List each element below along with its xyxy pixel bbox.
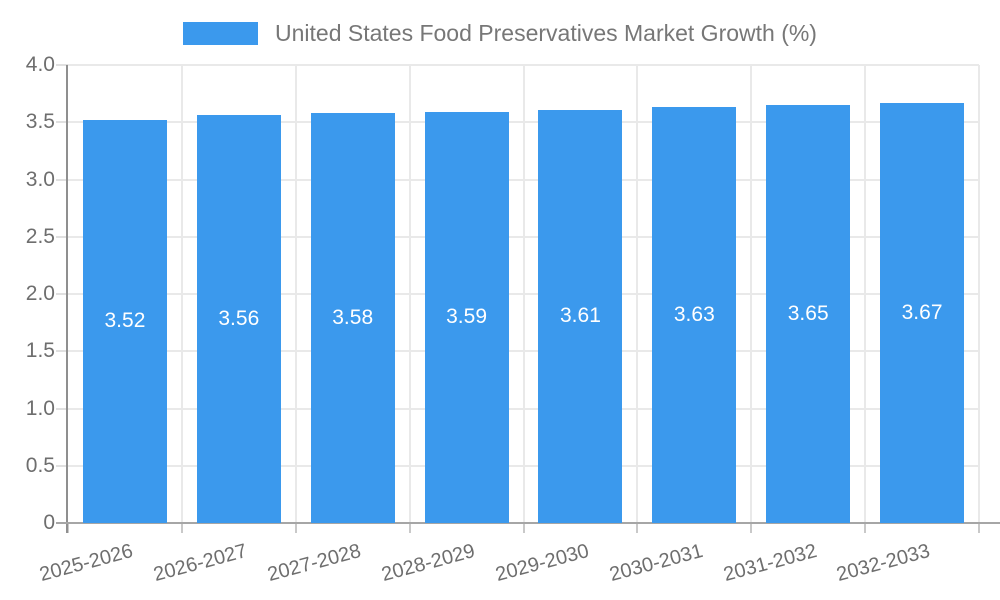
y-tick	[56, 121, 68, 124]
y-axis-label: 2.5	[25, 224, 55, 248]
bar[interactable]	[880, 102, 965, 523]
y-axis-label: 4.0	[25, 53, 55, 76]
x-axis-label: 2028-2029	[379, 540, 478, 587]
x-gridline	[522, 65, 525, 523]
x-tick	[67, 523, 69, 533]
x-gridline	[408, 65, 411, 523]
y-axis-label: 1.0	[25, 396, 55, 420]
bar-value-label: 3.58	[332, 306, 374, 330]
y-axis-label: 3.5	[25, 110, 55, 134]
legend-label: United States Food Preservatives Market …	[275, 20, 817, 46]
y-tick	[56, 235, 68, 238]
x-tick	[636, 523, 639, 533]
x-tick	[522, 523, 525, 533]
x-tick	[408, 523, 411, 533]
x-axis-label: 2029-2030	[493, 540, 592, 587]
y-tick	[56, 407, 68, 410]
x-axis-label: 2032-2033	[834, 540, 933, 587]
bar-value-label: 3.56	[218, 307, 260, 331]
x-gridline	[180, 65, 183, 523]
bar-value-label: 3.67	[901, 300, 943, 324]
y-axis-label: 0.5	[25, 453, 55, 477]
x-tick	[294, 523, 297, 533]
y-axis-label: 0	[43, 511, 55, 534]
y-axis-label: 2.0	[25, 282, 55, 305]
y-tick	[56, 178, 68, 181]
bar[interactable]	[310, 113, 395, 523]
x-axis-line	[56, 522, 1000, 524]
y-tick	[56, 64, 68, 66]
y-axis-line	[66, 65, 68, 533]
bar[interactable]	[652, 107, 737, 523]
x-gridline	[636, 65, 639, 523]
y-tick	[56, 350, 68, 353]
x-axis-label: 2027-2028	[265, 540, 364, 587]
x-gridline	[864, 65, 867, 523]
bar[interactable]	[766, 105, 851, 523]
x-gridline	[294, 65, 297, 523]
bar-value-label: 3.59	[446, 305, 487, 329]
x-tick	[978, 523, 980, 533]
legend[interactable]: United States Food Preservatives Market …	[0, 20, 1000, 47]
y-axis-label: 3.0	[25, 167, 55, 191]
y-axis-label: 1.5	[25, 339, 55, 363]
bar[interactable]	[82, 119, 167, 523]
x-axis-label: 2031-2032	[720, 540, 819, 587]
x-tick	[180, 523, 183, 533]
bar-value-label: 3.65	[787, 302, 829, 326]
x-axis-label: 2026-2027	[151, 540, 250, 587]
bar-value-label: 3.61	[560, 304, 601, 328]
bar[interactable]	[424, 111, 509, 523]
bar-value-label: 3.63	[673, 303, 715, 327]
x-tick	[864, 523, 867, 533]
legend-swatch-icon	[183, 22, 258, 45]
bar[interactable]	[196, 115, 281, 523]
y-tick	[56, 293, 68, 295]
x-tick	[750, 523, 753, 533]
x-gridline	[978, 65, 980, 523]
x-axis-label: 2025-2026	[37, 540, 136, 587]
bar-value-label: 3.52	[104, 309, 146, 333]
x-axis-label: 2030-2031	[606, 540, 706, 587]
bar[interactable]	[538, 109, 623, 523]
y-tick	[56, 464, 68, 467]
x-gridline	[750, 65, 753, 523]
